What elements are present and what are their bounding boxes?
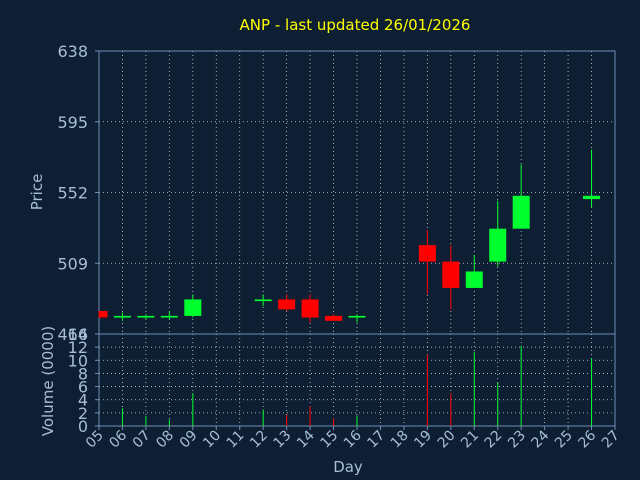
volume-tick-label: 14 bbox=[68, 325, 88, 344]
volume-tick-label: 6 bbox=[78, 378, 88, 397]
volume-tick-label: 0 bbox=[78, 417, 88, 436]
day-axis: 05 06 07 08 09 10 11 12 13 14 15 16 17 18 19 20 21 22 23 24… bbox=[83, 426, 623, 451]
volume-tick-label: 2 bbox=[78, 404, 88, 423]
candle-body bbox=[465, 271, 483, 288]
candle-body bbox=[583, 195, 601, 200]
candle-body bbox=[512, 195, 530, 229]
candle-body bbox=[99, 310, 108, 318]
price-tick-label: 595 bbox=[57, 113, 88, 132]
candle-body bbox=[301, 299, 319, 318]
volume-tick-label: 8 bbox=[78, 364, 88, 383]
volume-tick-label: 12 bbox=[68, 338, 88, 357]
volume-axis-label: Volume (0000) bbox=[39, 326, 57, 436]
volume-tick-label: 10 bbox=[68, 351, 88, 370]
candle-body bbox=[184, 299, 202, 316]
price-tick-label: 509 bbox=[57, 254, 88, 273]
candle-body bbox=[348, 315, 366, 318]
candle-body bbox=[325, 315, 343, 321]
price-axis: 638 595 552 509 466 bbox=[57, 42, 99, 344]
price-tick-label: 638 bbox=[57, 42, 88, 61]
volume-tick-label: 4 bbox=[78, 391, 88, 410]
day-axis-label: Day bbox=[333, 458, 363, 476]
candle-body bbox=[113, 315, 131, 318]
candle-body bbox=[137, 315, 155, 318]
candle-body bbox=[489, 228, 507, 262]
candles bbox=[98, 149, 601, 323]
chart-title: ANP - last updated 26/01/2026 bbox=[240, 16, 471, 34]
price-tick-label: 552 bbox=[57, 184, 88, 203]
candle-body bbox=[418, 245, 436, 262]
candle-body bbox=[254, 299, 272, 302]
candle-body bbox=[160, 315, 178, 318]
candle-body bbox=[442, 261, 460, 288]
price-tick-label: 466 bbox=[57, 325, 88, 344]
volume-bars bbox=[121, 345, 593, 426]
price-axis-label: Price bbox=[28, 174, 46, 211]
candle-body bbox=[278, 299, 296, 310]
